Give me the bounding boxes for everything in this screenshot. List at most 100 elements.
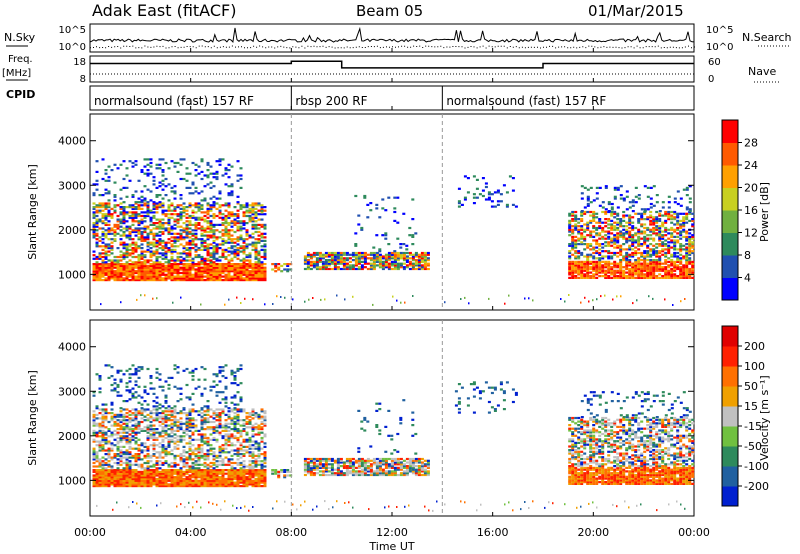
echo-cell: [466, 191, 470, 194]
echo-cell: [164, 252, 168, 255]
echo-cell: [179, 255, 183, 259]
echo-cell: [146, 436, 150, 440]
echo-cell: [140, 264, 144, 267]
echo-cell: [218, 271, 222, 275]
echo-cell: [577, 251, 581, 255]
echo-cell: [92, 419, 96, 422]
echo-cell: [393, 207, 397, 210]
echo-cell: [254, 216, 258, 219]
echo-cell: [143, 474, 147, 477]
echo-cell: [378, 255, 382, 258]
echo-cell: [643, 230, 647, 233]
echo-cell: [143, 279, 147, 282]
echo-cell: [182, 271, 186, 275]
echo-cell: [158, 270, 162, 273]
echo-cell: [230, 229, 234, 232]
echo-cell: [676, 266, 680, 269]
echo-cell: [233, 477, 237, 481]
echo-cell: [212, 230, 216, 234]
echo-cell: [248, 261, 252, 264]
echo-cell: [131, 263, 135, 266]
echo-cell: [274, 266, 278, 269]
echo-cell: [658, 214, 662, 217]
echo-cell: [179, 243, 183, 246]
echo-cell: [619, 269, 623, 272]
echo-cell: [143, 415, 147, 418]
echo-cell: [128, 445, 132, 448]
echo-cell: [155, 248, 159, 251]
echo-cell: [613, 195, 617, 198]
echo-cell: [137, 207, 141, 210]
echo-cell: [137, 229, 141, 232]
echo-cell: [182, 266, 186, 269]
echo-cell: [173, 223, 177, 226]
echo-cell: [239, 477, 243, 481]
echo-cell: [233, 220, 237, 223]
echo-cell: [149, 232, 153, 235]
echo-cell: [161, 420, 165, 424]
echo-cell: [146, 413, 150, 416]
echo-cell: [595, 264, 599, 267]
echo-cell: [191, 264, 195, 267]
echo-cell: [191, 216, 195, 219]
echo-cell: [670, 271, 674, 274]
echo-cell: [490, 200, 494, 203]
echo-cell: [122, 435, 126, 438]
echo-cell: [673, 260, 677, 263]
echo-cell: [140, 270, 144, 273]
echo-cell: [194, 206, 198, 209]
echo-cell: [101, 477, 105, 481]
echo-cell: [191, 481, 195, 484]
echo-cell: [113, 259, 117, 262]
echo-cell: [149, 465, 153, 468]
echo-cell: [691, 267, 695, 271]
echo-cell: [218, 243, 222, 246]
echo-cell: [122, 451, 126, 454]
echo-cell: [107, 270, 111, 273]
echo-cell: [230, 264, 234, 267]
echo-cell: [417, 253, 421, 256]
echo-cell: [649, 197, 653, 200]
echo-cell: [155, 279, 159, 282]
echo-cell: [610, 219, 614, 222]
echo-cell: [580, 251, 584, 255]
echo-cell: [200, 449, 204, 452]
echo-cell: [101, 422, 105, 425]
echo-cell: [227, 185, 231, 188]
echo-cell: [92, 458, 96, 461]
echo-cell: [158, 476, 162, 479]
echo-cell: [366, 216, 370, 219]
echo-cell: [134, 431, 138, 434]
echo-cell: [242, 247, 246, 250]
echo-cell: [652, 273, 656, 276]
echo-cell: [209, 477, 213, 481]
echo-cell: [107, 469, 111, 472]
echo-cell: [224, 481, 228, 484]
echo-cell: [218, 426, 222, 429]
echo-cell: [164, 185, 168, 188]
echo-cell: [110, 264, 114, 267]
echo-cell: [664, 244, 668, 247]
echo-cell: [179, 440, 183, 443]
echo-cell: [137, 279, 141, 282]
echo-cell: [652, 253, 656, 256]
echo-cell: [227, 264, 231, 267]
echo-cell: [179, 197, 183, 200]
echo-cell: [185, 227, 189, 230]
echo-cell: [182, 268, 186, 271]
echo-cell: [212, 266, 216, 269]
echo-cell: [194, 218, 198, 221]
echo-cell: [607, 250, 611, 253]
echo-cell: [161, 197, 165, 200]
echo-cell: [568, 276, 572, 279]
echo-cell: [92, 277, 96, 280]
echo-cell: [676, 212, 680, 215]
echo-cell: [179, 266, 183, 269]
echo-cell: [212, 426, 216, 429]
echo-cell: [140, 220, 144, 223]
echo-cell: [571, 269, 575, 272]
echo-cell: [113, 263, 117, 266]
echo-cell: [170, 160, 174, 163]
echo-cell: [95, 243, 99, 246]
echo-cell: [411, 264, 415, 267]
